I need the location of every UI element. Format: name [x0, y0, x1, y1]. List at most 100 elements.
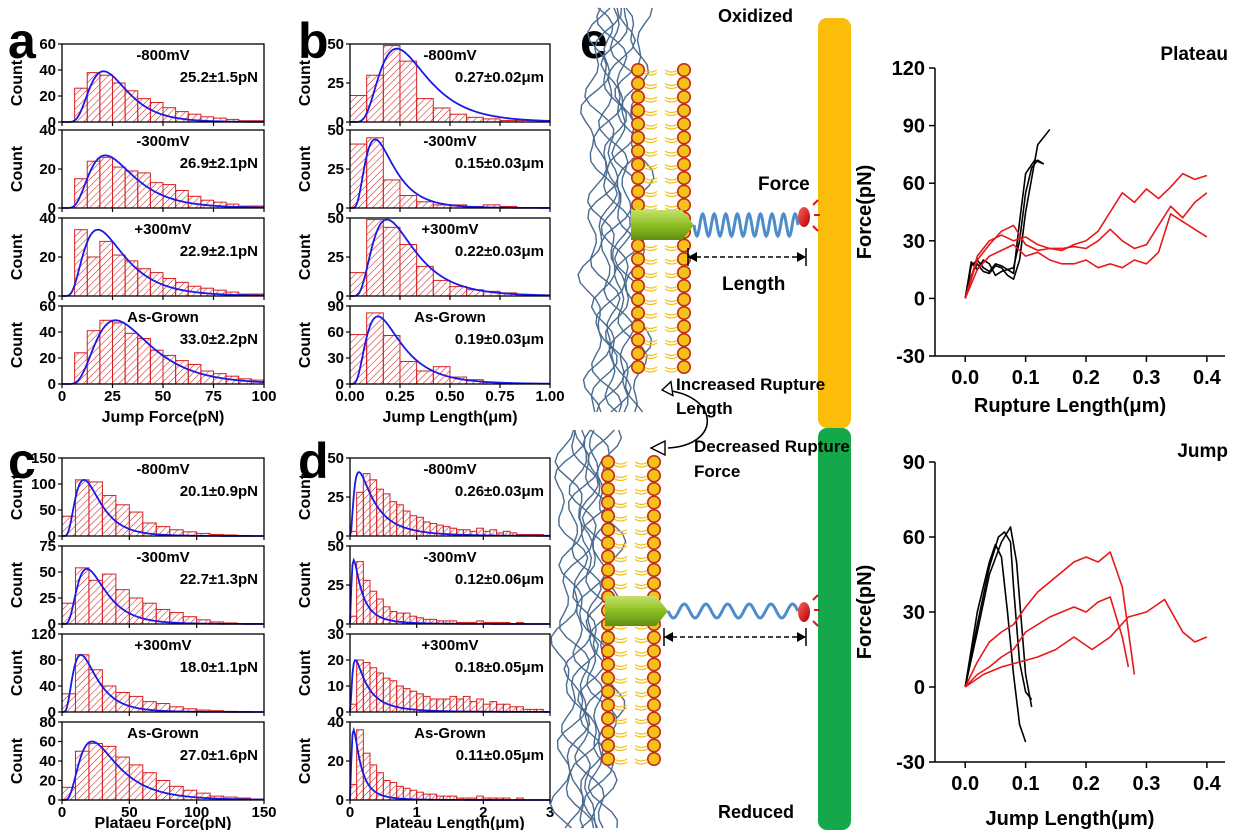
y-tick-label: 20 — [327, 652, 344, 669]
histogram-bar — [88, 481, 103, 537]
fit-curve — [62, 228, 265, 297]
lipid-head — [600, 454, 615, 469]
lipid-head — [600, 495, 615, 510]
lipid-tail — [634, 720, 649, 725]
spring-top — [692, 211, 800, 239]
lipid-head — [646, 697, 661, 712]
lipid-head — [676, 103, 691, 118]
x-tick-label: 0.25 — [385, 388, 414, 405]
lipid-tail — [613, 585, 628, 590]
lipid-tail — [643, 298, 658, 303]
x-tick-label: 0.3 — [1133, 773, 1161, 795]
lipid-tail — [664, 193, 679, 198]
schematic: Oxidized Reduced Force Length Increased … — [549, 6, 851, 830]
lipid-tail — [613, 518, 628, 522]
y-tick-label: 20 — [327, 753, 344, 770]
bead-top — [798, 207, 810, 227]
lipid-tail — [643, 355, 658, 360]
lipid-head — [676, 198, 691, 213]
x-axis-label: Jump Length(μm) — [986, 808, 1155, 830]
lipid-tail — [613, 464, 628, 468]
subplot-d-2: 0 25 50 Count -300mV 0.12±0.06μm — [297, 538, 551, 633]
lipid-tail — [664, 369, 679, 373]
force-trace-red-5 — [964, 596, 1130, 688]
note-line-3: Decreased Rupture — [694, 437, 850, 456]
y-tick-label: 0 — [336, 376, 344, 393]
lipid-tail — [613, 626, 628, 630]
lipid-tail — [613, 582, 628, 587]
lipid-head — [646, 562, 661, 577]
y-axis-label: Count — [297, 561, 314, 608]
y-tick-label: 60 — [39, 734, 56, 751]
y-tick-label: 0 — [48, 528, 56, 545]
y-tick-label: 60 — [903, 173, 925, 195]
lipid-tail — [613, 690, 628, 695]
lipid-tail — [643, 366, 658, 370]
condition-label: +300mV — [421, 221, 478, 238]
lipid-tail — [643, 288, 658, 292]
membrane-fibres-bottom — [549, 429, 627, 829]
y-tick-label: 40 — [39, 122, 56, 139]
lipid-tail — [643, 301, 658, 306]
lipid-head — [676, 278, 691, 293]
y-axis-label: Count — [9, 737, 26, 784]
fit-stat-label: 20.1±0.9pN — [180, 483, 258, 500]
histogram-stack-b: 0 25 50 Count -800mV 0.27±0.02μm 0 25 50 Count -30… — [297, 36, 565, 426]
lipid-tail — [613, 501, 628, 506]
lipid-tail — [664, 69, 679, 73]
subplot-c-1: 0 50 100 150 Count -800mV 20.1±0.9pN — [9, 450, 265, 545]
fit-stat-label: 22.7±1.3pN — [180, 571, 258, 588]
lipid-tail — [634, 731, 649, 735]
lipid-tail — [664, 177, 679, 181]
histogram-bar — [376, 672, 384, 713]
lipid-tail — [634, 488, 649, 492]
lipid-tail — [634, 518, 649, 522]
histogram-bar — [382, 334, 401, 385]
lipid-bilayer-bottom — [600, 454, 661, 766]
lipid-head — [646, 468, 661, 483]
condition-label: +300mV — [134, 637, 191, 654]
force-trace-red-4 — [964, 172, 1208, 299]
membrane-fibre — [563, 429, 604, 829]
lipid-tail — [664, 136, 679, 141]
lipid-head — [600, 751, 615, 766]
condition-label: -300mV — [423, 549, 476, 566]
lipid-head — [646, 684, 661, 699]
lipid-tail — [664, 352, 679, 357]
lipid-tail — [664, 96, 679, 100]
fit-stat-label: 0.11±0.05μm — [456, 747, 544, 764]
y-tick-label: 20 — [39, 88, 56, 105]
lipid-bilayer-top — [630, 62, 691, 374]
lipid-tail — [634, 639, 649, 644]
histogram-bar — [86, 160, 101, 209]
y-axis-label: Force(pN) — [854, 165, 876, 259]
histogram-bar — [88, 742, 103, 801]
lipid-head — [630, 144, 645, 159]
histogram-bar — [99, 156, 114, 209]
histogram-bar — [124, 260, 139, 297]
lipid-head — [646, 630, 661, 645]
reduced-label: Reduced — [718, 802, 794, 822]
histogram-bar — [442, 698, 451, 713]
y-axis-label: Count — [9, 561, 26, 608]
histogram-bar — [362, 473, 371, 537]
subplot-d-3: 0 10 20 30 Count +300mV 0.18±0.05μm — [297, 626, 551, 721]
y-axis-label: Count — [9, 649, 26, 696]
histogram-bar — [112, 254, 126, 297]
force-label: Force — [758, 174, 810, 195]
lipid-head — [646, 549, 661, 564]
force-trace-black-3 — [964, 128, 1051, 299]
x-tick-label: 100 — [251, 388, 276, 405]
membrane-fibre — [549, 429, 591, 829]
bead-bottom — [798, 602, 810, 622]
lipid-tail — [664, 207, 679, 211]
lipid-tail — [664, 325, 679, 330]
histogram-bar — [432, 279, 451, 297]
lipid-head — [630, 184, 645, 199]
histogram-bar — [399, 195, 418, 209]
lipid-tail — [643, 258, 658, 262]
lipid-tail — [613, 747, 628, 752]
histogram-bar — [416, 370, 434, 385]
lipid-head — [676, 305, 691, 320]
